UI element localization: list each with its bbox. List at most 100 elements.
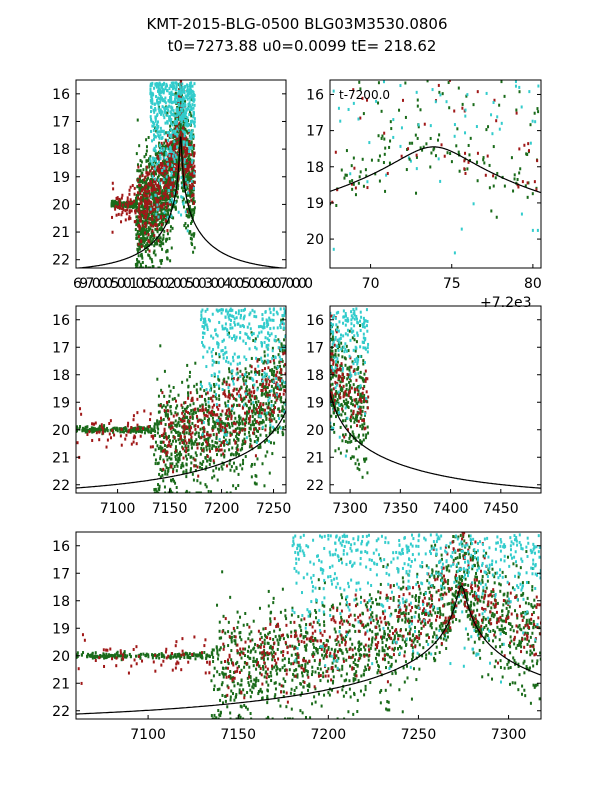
data-point-green: [272, 389, 275, 393]
data-point-green: [185, 161, 188, 165]
data-point-green: [272, 404, 275, 408]
data-point-cyan: [187, 191, 190, 195]
data-point-cyan: [445, 100, 448, 104]
data-point-cyan: [265, 411, 268, 415]
data-point-red: [161, 391, 164, 395]
data-point-cyan: [182, 140, 185, 144]
data-point-red: [184, 450, 187, 454]
data-point-cyan: [242, 325, 245, 329]
data-point-green: [241, 422, 244, 426]
data-point-green: [170, 412, 173, 416]
data-point-green: [259, 383, 262, 387]
data-point-green: [154, 440, 157, 444]
data-point-cyan: [159, 108, 162, 112]
data-point-red: [262, 382, 265, 386]
data-point-green: [142, 168, 145, 172]
data-point-cyan: [184, 185, 187, 189]
data-point-green: [199, 481, 202, 485]
data-point-green: [262, 420, 265, 424]
data-point-green: [205, 392, 208, 396]
data-point-green: [84, 426, 87, 430]
data-point-green: [167, 161, 170, 165]
data-point-green: [186, 378, 189, 382]
data-point-red: [151, 189, 154, 193]
data-point-red: [486, 154, 489, 158]
data-point-green: [177, 184, 180, 188]
data-point-green: [172, 175, 175, 179]
data-point-red: [118, 202, 121, 206]
data-point-cyan: [399, 144, 402, 148]
data-point-red: [177, 174, 180, 178]
data-point-red: [159, 196, 162, 200]
data-point-green: [171, 462, 174, 466]
data-point-cyan: [152, 137, 155, 141]
data-point-green: [162, 479, 165, 483]
data-point-green: [162, 434, 165, 438]
data-point-green: [258, 372, 261, 376]
data-point-cyan: [175, 82, 178, 86]
data-point-cyan: [466, 93, 469, 97]
data-point-green: [231, 446, 234, 450]
data-point-red: [467, 160, 470, 164]
data-point-cyan: [177, 102, 180, 106]
data-point-green: [182, 205, 185, 209]
data-point-cyan: [220, 349, 223, 353]
data-point-cyan: [199, 382, 202, 386]
data-point-red: [129, 198, 132, 202]
data-point-red: [183, 424, 186, 428]
data-point-green: [189, 403, 192, 407]
data-point-green: [162, 221, 165, 225]
data-point-green: [179, 57, 181, 60]
data-point-green: [261, 408, 264, 412]
data-point-red: [185, 150, 188, 154]
data-point-green: [135, 152, 138, 156]
data-point-cyan: [168, 118, 171, 122]
data-point-green: [140, 252, 143, 256]
data-point-green: [405, 168, 408, 172]
data-point-red: [265, 382, 268, 386]
data-point-green: [495, 215, 498, 219]
data-point-red: [162, 467, 165, 471]
data-point-cyan: [167, 99, 170, 103]
data-point-green: [200, 467, 203, 471]
data-point-red: [232, 389, 235, 393]
data-point-red: [92, 422, 95, 426]
data-point-red: [256, 359, 259, 363]
data-point-green: [272, 427, 275, 431]
data-point-green: [236, 444, 239, 448]
data-point-red: [156, 167, 159, 171]
data-point-green: [134, 427, 137, 431]
data-point-cyan: [245, 332, 248, 336]
data-point-red: [163, 164, 166, 168]
data-point-green: [225, 491, 228, 493]
data-point-cyan: [159, 95, 162, 99]
data-point-cyan: [159, 144, 162, 148]
data-point-cyan: [150, 94, 153, 98]
data-point-cyan: [191, 103, 194, 107]
data-point-cyan: [193, 94, 196, 98]
data-point-cyan: [202, 343, 205, 347]
data-point-cyan: [272, 313, 275, 317]
data-point-red: [137, 215, 140, 219]
data-point-green: [147, 226, 150, 230]
data-point-green: [526, 195, 529, 199]
data-point-green: [263, 412, 266, 416]
data-point-red: [216, 448, 219, 452]
data-point-cyan: [149, 157, 152, 161]
data-point-green: [150, 172, 153, 176]
data-point-cyan: [154, 157, 157, 161]
data-point-cyan: [153, 102, 156, 106]
data-point-green: [150, 213, 153, 217]
data-point-green: [180, 186, 183, 190]
data-point-cyan: [280, 347, 283, 351]
data-point-green: [192, 159, 195, 163]
data-point-red: [261, 384, 264, 388]
data-point-green: [199, 452, 202, 456]
data-point-green: [174, 147, 177, 151]
data-point-green: [207, 418, 210, 422]
data-point-green: [220, 413, 223, 417]
data-point-red: [160, 421, 163, 425]
data-point-green: [136, 260, 139, 264]
data-point-red: [226, 424, 229, 428]
data-point-red: [184, 158, 187, 162]
